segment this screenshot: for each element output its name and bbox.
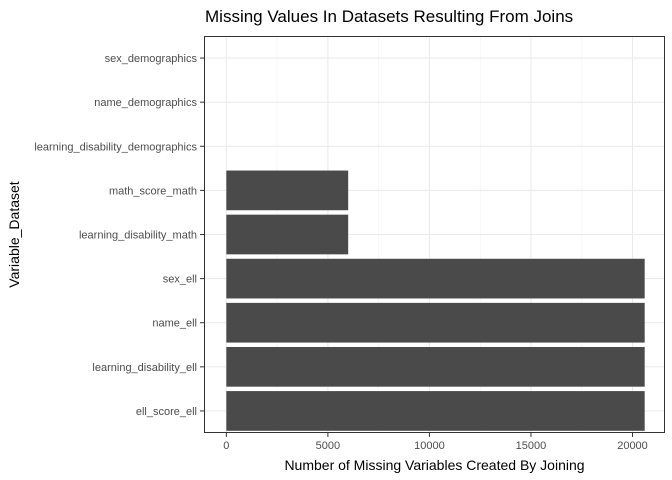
y-tick-label: math_score_math <box>109 185 197 197</box>
chart-title: Missing Values In Datasets Resulting Fro… <box>205 7 573 26</box>
x-axis-title: Number of Missing Variables Created By J… <box>284 457 584 473</box>
y-tick-label: sex_demographics <box>105 53 198 65</box>
bar-sex-ell <box>226 258 645 299</box>
y-tick-label: learning_disability_demographics <box>34 141 197 153</box>
y-tick-label: name_demographics <box>94 97 197 109</box>
x-tick-label: 10000 <box>414 440 445 452</box>
y-tick-label: name_ell <box>152 318 197 330</box>
bar-name-ell <box>226 302 645 343</box>
bars <box>226 170 645 431</box>
bar-ell-score-ell <box>226 391 645 431</box>
plot-border <box>204 36 665 433</box>
y-tick-label: learning_disability_ell <box>92 362 197 374</box>
y-axis-title: Variable_Dataset <box>6 181 22 287</box>
y-tick-label: learning_disability_math <box>79 230 197 242</box>
x-tick-label: 5000 <box>316 440 340 452</box>
bar-learning-disability-ell <box>226 346 645 387</box>
y-tick-label: sex_ell <box>163 274 197 286</box>
y-tick-label: ell_score_ell <box>136 406 197 418</box>
bar-math-score-math <box>226 170 349 211</box>
x-axis-ticks: 0 5000 10000 15000 20000 <box>223 433 648 452</box>
x-tick-label: 0 <box>223 440 229 452</box>
bar-learning-disability-math <box>226 214 349 255</box>
x-tick-label: 20000 <box>617 440 648 452</box>
x-tick-label: 15000 <box>516 440 547 452</box>
y-axis-ticks: sex_demographics name_demographicslearnin… <box>34 53 204 418</box>
